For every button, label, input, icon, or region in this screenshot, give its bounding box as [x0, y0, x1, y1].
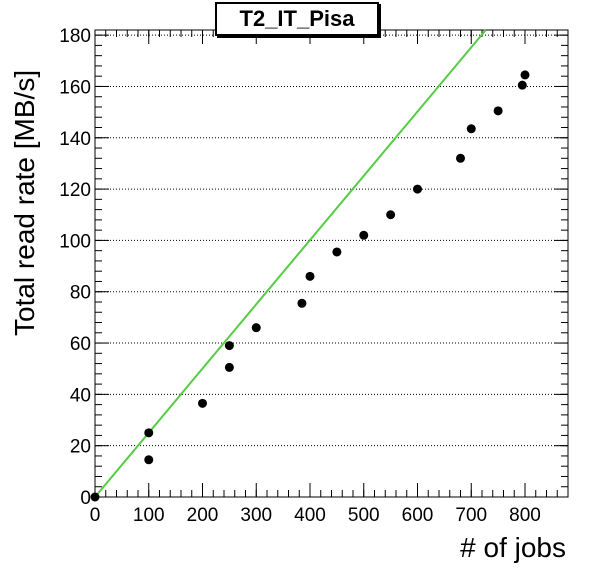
tick-labels: 0 20 40 60 80 100 120 140 160 180 0 100 200 300 400 500…: [59, 26, 541, 526]
data-point: [297, 298, 307, 308]
data-point: [332, 247, 342, 257]
data-point: [198, 398, 207, 408]
x-tick-label: 600: [402, 505, 434, 526]
axis-ticks: [94, 30, 569, 498]
x-tick-label: 200: [187, 505, 219, 526]
data-point: [144, 428, 154, 438]
data-point: [517, 80, 527, 90]
grid-lines: [95, 34, 568, 447]
x-tick-label: 700: [455, 505, 487, 526]
data-point: [251, 323, 261, 333]
y-tick-label: 0: [80, 488, 91, 509]
data-point: [386, 210, 396, 220]
plot-frame: [94, 29, 569, 498]
y-tick-label: 160: [59, 77, 91, 98]
y-tick-label: 40: [70, 385, 91, 406]
data-point: [144, 455, 154, 465]
data-point: [413, 184, 422, 194]
y-tick-label: 100: [59, 231, 91, 252]
y-tick-label: 80: [70, 283, 91, 304]
data-point: [456, 153, 465, 163]
x-tick-label: 800: [509, 505, 541, 526]
x-tick-label: 0: [90, 505, 101, 526]
x-tick-label: 100: [133, 505, 165, 526]
data-point: [520, 70, 530, 80]
data-point: [359, 230, 369, 240]
data-point: [493, 106, 503, 116]
data-point: [224, 341, 234, 351]
x-tick-label: 300: [240, 505, 272, 526]
fit-line: [94, 29, 487, 498]
data-point: [305, 271, 315, 281]
data-point: [466, 124, 476, 134]
x-axis-label: # of jobs: [460, 532, 566, 563]
y-tick-label: 180: [59, 26, 91, 47]
y-axis-label: Total read rate [MB/s]: [9, 70, 40, 336]
data-point: [90, 492, 100, 502]
y-tick-label: 120: [59, 180, 91, 201]
chart-title: T2_IT_Pisa: [215, 2, 379, 36]
data-point: [224, 362, 234, 372]
x-tick-label: 400: [294, 505, 326, 526]
y-tick-label: 20: [70, 437, 91, 458]
x-tick-label: 500: [348, 505, 380, 526]
y-tick-label: 60: [70, 334, 91, 355]
y-tick-label: 140: [59, 129, 91, 150]
data-series: [90, 29, 530, 502]
